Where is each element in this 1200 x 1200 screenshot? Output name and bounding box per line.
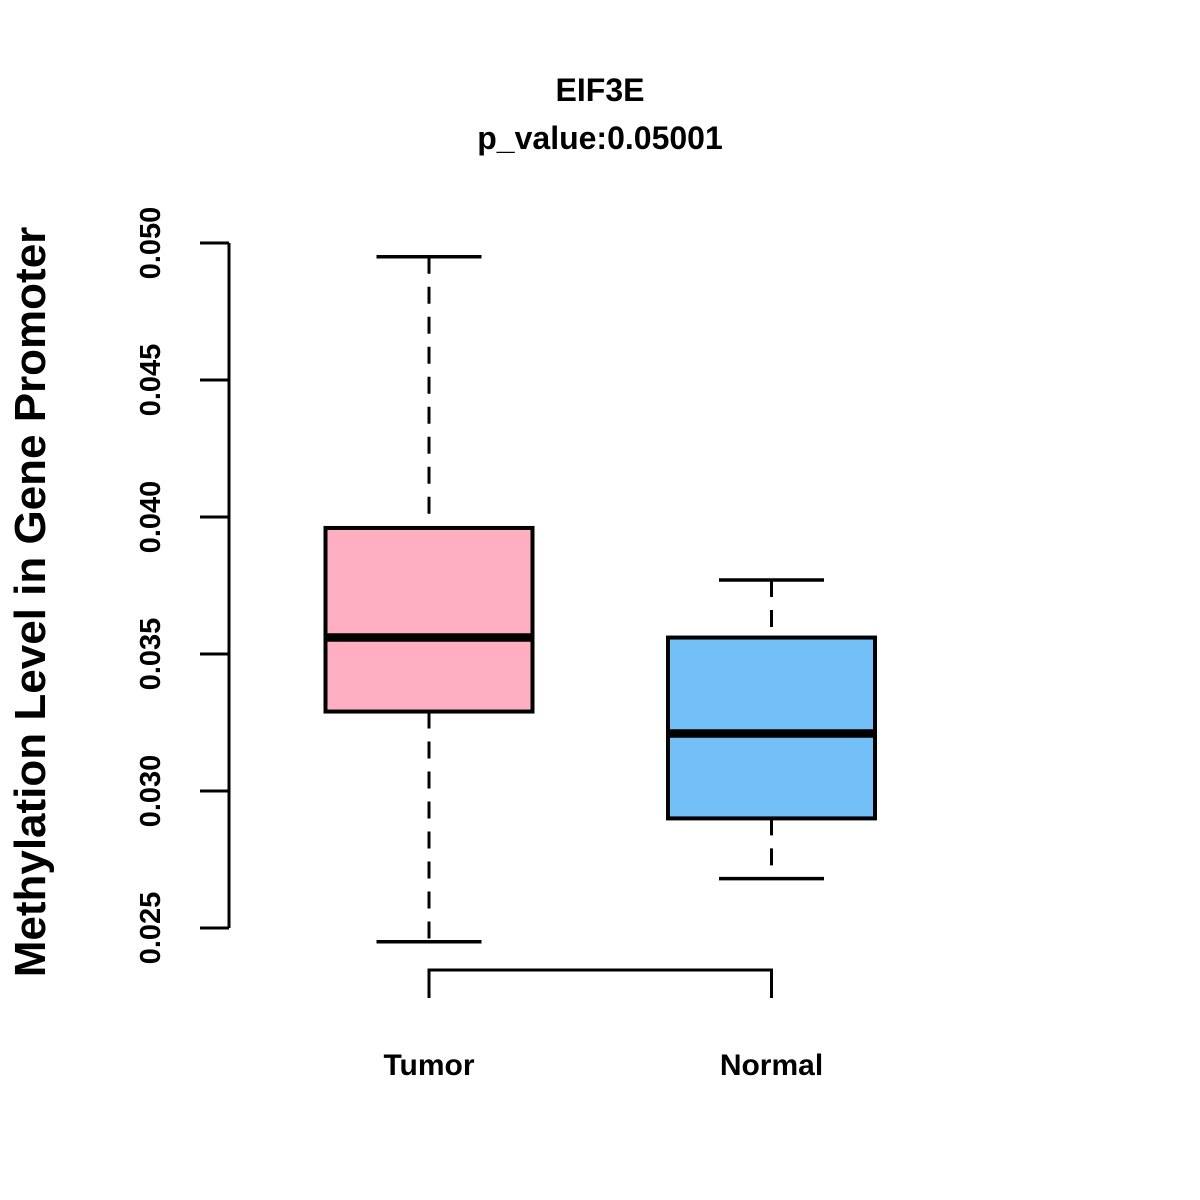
x-axis-bracket (427, 968, 773, 998)
box-series (323, 254, 877, 944)
y-tick-label: 0.025 (135, 892, 167, 965)
y-tick-label: 0.035 (135, 618, 167, 691)
x-label-tumor: Tumor (383, 1049, 474, 1082)
y-tick-label: 0.030 (135, 755, 167, 828)
y-tick-label: 0.040 (135, 481, 167, 554)
tumor-box (323, 525, 535, 714)
chart-subtitle: p_value:0.05001 (477, 120, 723, 156)
y-tick-label: 0.050 (135, 207, 167, 280)
y-axis: 0.025 0.030 0.035 0.040 0.045 0.050 (135, 207, 231, 965)
x-axis-labels: Tumor Normal (383, 1049, 823, 1082)
y-axis-label: Methylation Level in Gene Promoter (6, 227, 55, 978)
y-tick-label: 0.045 (135, 344, 167, 417)
normal-box (666, 635, 877, 821)
x-label-normal: Normal (720, 1049, 823, 1082)
chart-title: EIF3E (556, 72, 645, 108)
x-axis-bracket-group (427, 968, 773, 998)
